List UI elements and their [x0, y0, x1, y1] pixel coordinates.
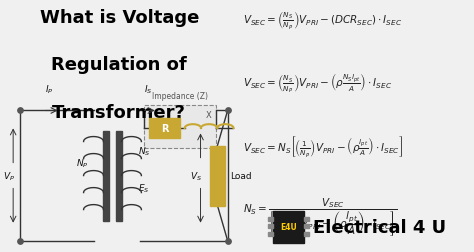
Text: Transformer?: Transformer?	[52, 104, 186, 121]
Text: Electrical 4 U: Electrical 4 U	[313, 218, 447, 236]
Text: E4U: E4U	[280, 223, 297, 231]
Text: $N_S = \dfrac{V_{SEC}}{\left[\left(\dfrac{1}{N_P}\right)V_{PRI} - \left(\rho\dfr: $N_S = \dfrac{V_{SEC}}{\left[\left(\dfra…	[244, 196, 398, 238]
Point	[16, 109, 24, 113]
Bar	[149, 118, 180, 138]
Text: Impedance (Z): Impedance (Z)	[152, 92, 208, 101]
Bar	[268, 232, 273, 236]
Bar	[268, 225, 273, 228]
Text: R: R	[161, 123, 168, 134]
Text: $N_S$: $N_S$	[138, 145, 151, 157]
Bar	[116, 131, 121, 221]
Text: $V_P$: $V_P$	[3, 170, 15, 182]
Bar	[273, 211, 304, 243]
Text: $I_S$: $I_S$	[144, 84, 153, 96]
Text: What is Voltage: What is Voltage	[39, 9, 199, 27]
Point	[224, 109, 231, 113]
Text: $V_{SEC} = N_S\left[\left(\frac{1}{N_P}\right)V_{PRI} - \left(\rho\frac{l_{pt}}{: $V_{SEC} = N_S\left[\left(\frac{1}{N_P}\…	[244, 134, 403, 158]
Text: $N_P$: $N_P$	[76, 157, 89, 170]
Text: X: X	[206, 111, 212, 120]
Bar	[210, 146, 225, 206]
Text: $V_{SEC} = \left(\frac{N_S}{N_P}\right)V_{PRI} - (DCR_{SEC}) \cdot I_{SEC}$: $V_{SEC} = \left(\frac{N_S}{N_P}\right)V…	[244, 9, 402, 31]
Text: Regulation of: Regulation of	[51, 56, 187, 74]
Text: $V_{SEC} = \left(\frac{N_S}{N_P}\right)V_{PRI} - \left(\rho\frac{N_S l_{pt}}{A}\: $V_{SEC} = \left(\frac{N_S}{N_P}\right)V…	[244, 71, 392, 94]
Text: $E_S$: $E_S$	[138, 182, 150, 195]
Text: $I_P$: $I_P$	[45, 84, 53, 96]
Bar	[304, 225, 309, 228]
Text: $V_S$: $V_S$	[190, 170, 202, 182]
Bar	[103, 131, 109, 221]
Text: Load: Load	[230, 171, 252, 180]
Point	[16, 239, 24, 243]
Bar	[304, 232, 309, 236]
Bar	[304, 217, 309, 221]
Bar	[268, 217, 273, 221]
Point	[224, 239, 231, 243]
FancyBboxPatch shape	[144, 106, 216, 148]
